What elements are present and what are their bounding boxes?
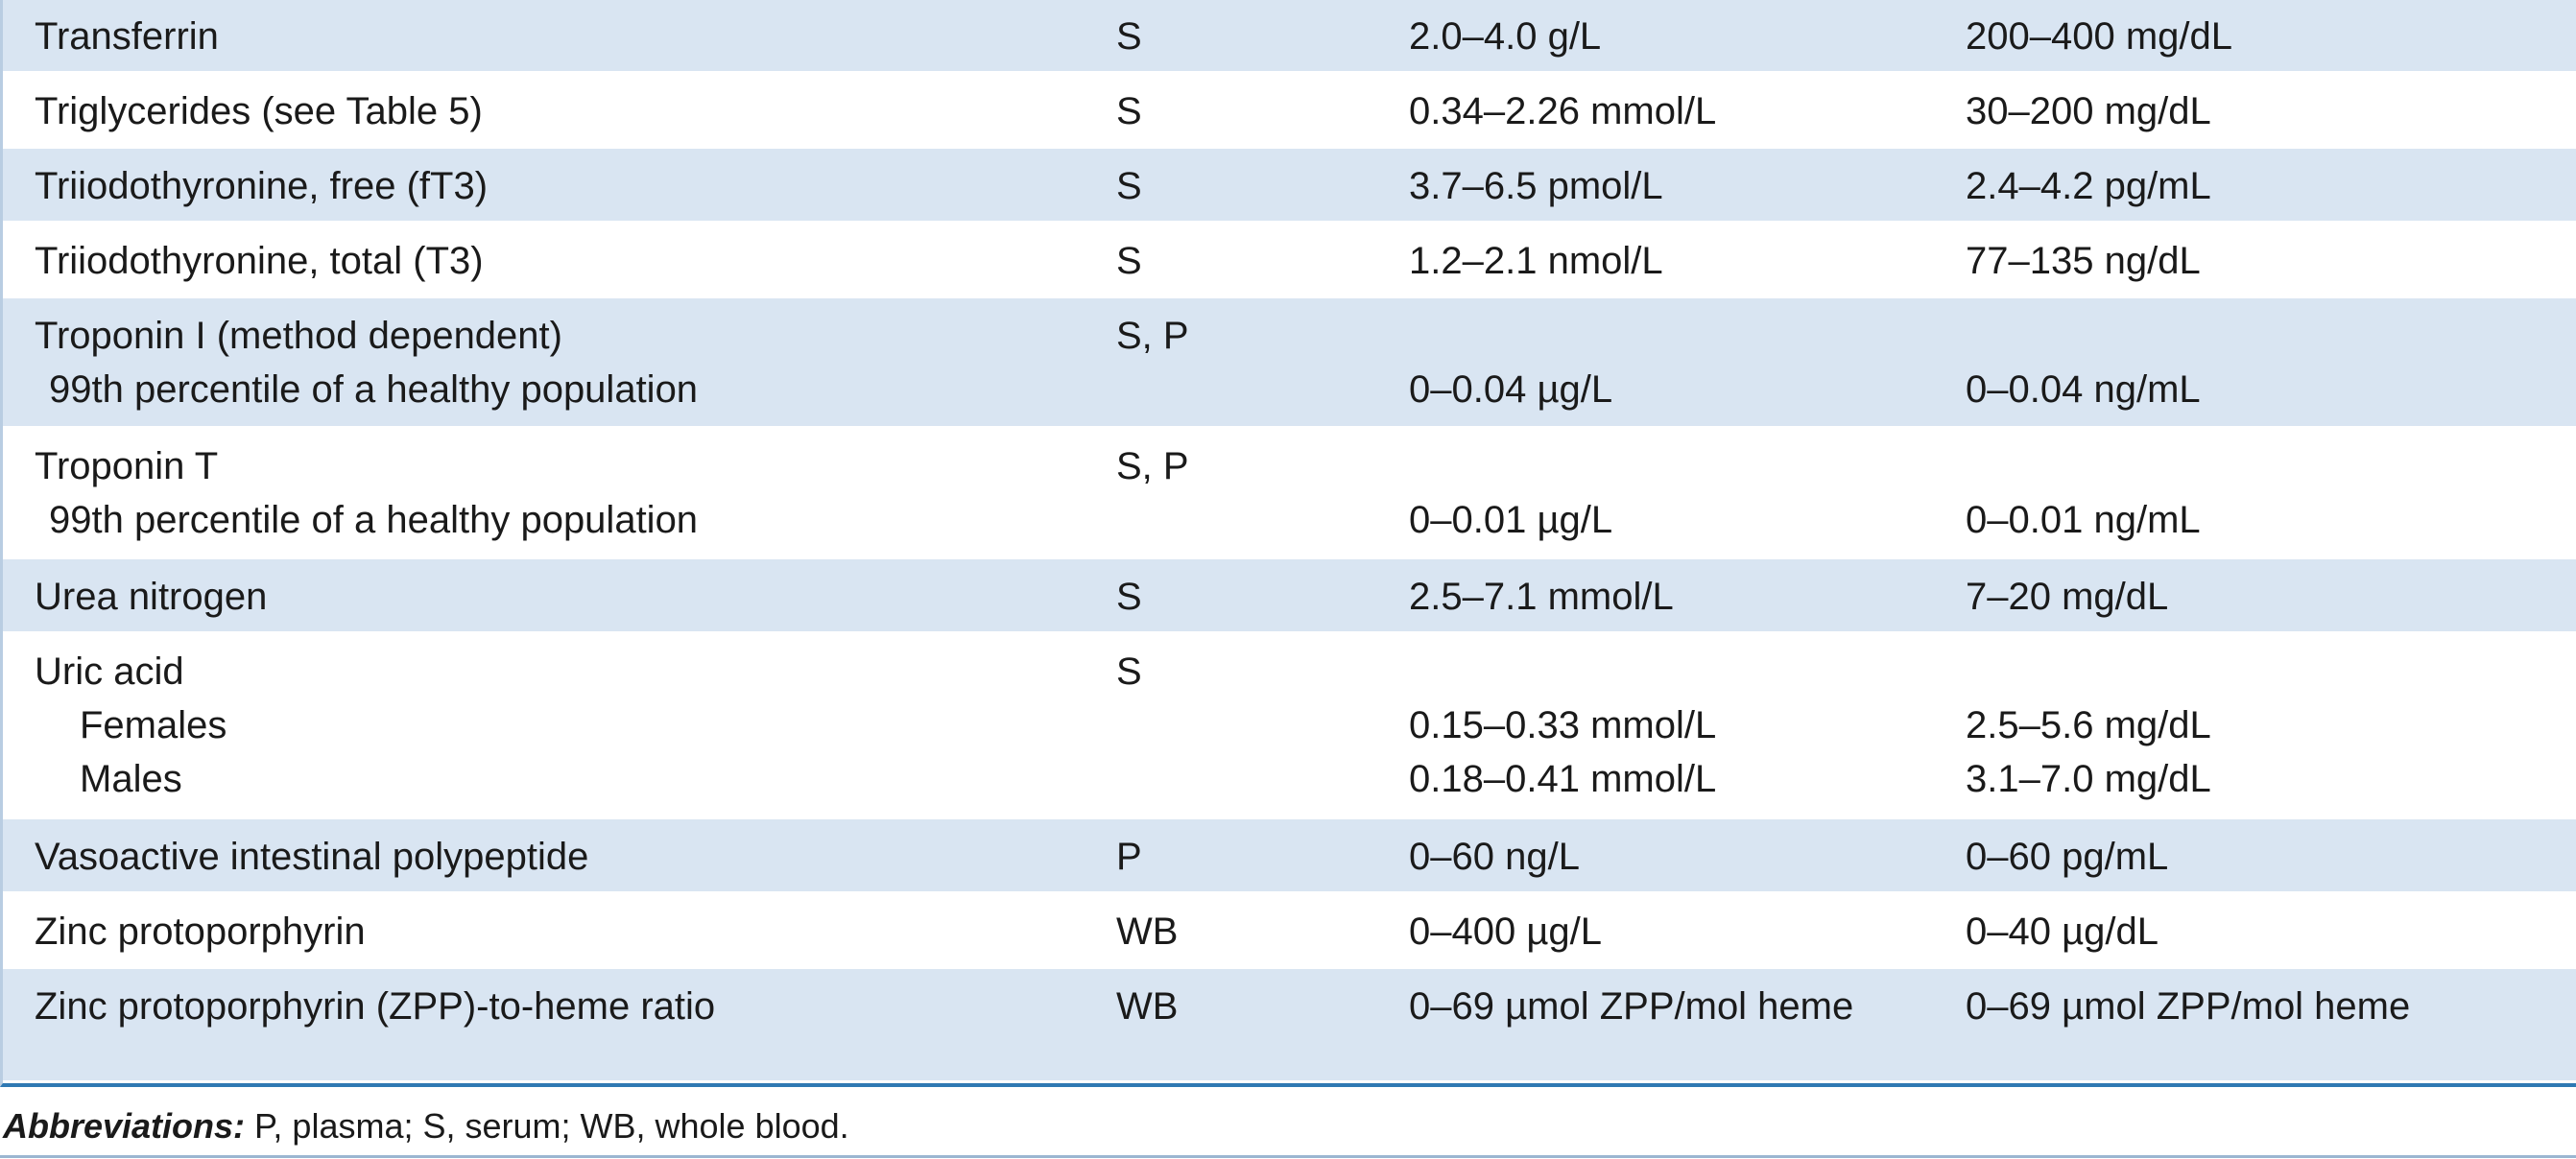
conventional-range: 0–60 pg/mL <box>1966 836 2169 878</box>
specimen: WB <box>1116 911 1179 953</box>
bottom-divider <box>0 1155 2576 1158</box>
si-range: 0.15–0.33 mmol/L <box>1409 704 1717 746</box>
si-range: 1.2–2.1 nmol/L <box>1409 240 1663 282</box>
conventional-range: 7–20 mg/dL <box>1966 576 2169 618</box>
specimen: S <box>1116 650 1142 693</box>
si-range: 0–0.01 µg/L <box>1409 499 1613 541</box>
conventional-range: 2.4–4.2 pg/mL <box>1966 165 2211 207</box>
table-row: Triglycerides (see Table 5) S 0.34–2.26 … <box>3 74 2576 149</box>
table-row: Triiodothyronine, free (fT3) S 3.7–6.5 p… <box>3 149 2576 224</box>
analyte-name: Triiodothyronine, free (fT3) <box>35 165 489 207</box>
conventional-range: 0–0.01 ng/mL <box>1966 499 2201 541</box>
specimen: S, P <box>1116 445 1189 487</box>
analyte-name: Triglycerides (see Table 5) <box>35 90 483 132</box>
si-range: 2.5–7.1 mmol/L <box>1409 576 1674 618</box>
subrow-label: 99th percentile of a healthy population <box>49 368 699 411</box>
analyte-name: Uric acid <box>35 650 184 693</box>
specimen: S <box>1116 165 1142 207</box>
specimen: S <box>1116 15 1142 58</box>
footnote-text: P, plasma; S, serum; WB, whole blood. <box>245 1106 849 1146</box>
si-range: 0–69 µmol ZPP/mol heme <box>1409 985 1854 1028</box>
conventional-range: 0–0.04 ng/mL <box>1966 368 2201 411</box>
specimen: S <box>1116 90 1142 132</box>
table-row: Zinc protoporphyrin WB 0–400 µg/L 0–40 µ… <box>3 894 2576 969</box>
subrow-label: Males <box>80 758 182 800</box>
si-range: 0.18–0.41 mmol/L <box>1409 758 1717 800</box>
analyte-name: Troponin I (method dependent) <box>35 315 562 357</box>
conventional-range: 0–40 µg/dL <box>1966 911 2159 953</box>
specimen: S <box>1116 240 1142 282</box>
analyte-name: Zinc protoporphyrin <box>35 911 366 953</box>
analyte-name: Vasoactive intestinal polypeptide <box>35 836 589 878</box>
si-range: 0–60 ng/L <box>1409 836 1580 878</box>
abbreviations-footnote: Abbreviations: P, plasma; S, serum; WB, … <box>3 1105 849 1147</box>
specimen: S <box>1116 576 1142 618</box>
table-row: Vasoactive intestinal polypeptide P 0–60… <box>3 819 2576 894</box>
conventional-range: 30–200 mg/dL <box>1966 90 2211 132</box>
table-row: Uric acid S Females 0.15–0.33 mmol/L 2.5… <box>3 634 2576 819</box>
analyte-name: Troponin T <box>35 445 219 487</box>
specimen: S, P <box>1116 315 1189 357</box>
si-range: 0.34–2.26 mmol/L <box>1409 90 1717 132</box>
table-row: Triiodothyronine, total (T3) S 1.2–2.1 n… <box>3 224 2576 298</box>
analyte-name: Transferrin <box>35 15 219 58</box>
subrow-label: 99th percentile of a healthy population <box>49 499 699 541</box>
table-row: Troponin I (method dependent) S, P 99th … <box>3 298 2576 429</box>
specimen: WB <box>1116 985 1179 1028</box>
reference-values-table: Transferrin S 2.0–4.0 g/L 200–400 mg/dL … <box>0 0 2576 1087</box>
conventional-range: 200–400 mg/dL <box>1966 15 2233 58</box>
si-range: 3.7–6.5 pmol/L <box>1409 165 1663 207</box>
conventional-range: 77–135 ng/dL <box>1966 240 2201 282</box>
specimen: P <box>1116 836 1142 878</box>
analyte-name: Triiodothyronine, total (T3) <box>35 240 484 282</box>
table-row: Troponin T S, P 99th percentile of a hea… <box>3 429 2576 559</box>
table-row: Transferrin S 2.0–4.0 g/L 200–400 mg/dL <box>3 0 2576 74</box>
table-row: Urea nitrogen S 2.5–7.1 mmol/L 7–20 mg/d… <box>3 559 2576 634</box>
analyte-name: Urea nitrogen <box>35 576 268 618</box>
si-range: 0–0.04 µg/L <box>1409 368 1613 411</box>
analyte-name: Zinc protoporphyrin (ZPP)-to-heme ratio <box>35 985 716 1028</box>
conventional-range: 0–69 µmol ZPP/mol heme <box>1966 985 2411 1028</box>
si-range: 0–400 µg/L <box>1409 911 1602 953</box>
subrow-label: Females <box>80 704 227 746</box>
conventional-range: 2.5–5.6 mg/dL <box>1966 704 2211 746</box>
si-range: 2.0–4.0 g/L <box>1409 15 1602 58</box>
footnote-label: Abbreviations: <box>3 1106 246 1146</box>
conventional-range: 3.1–7.0 mg/dL <box>1966 758 2211 800</box>
table-row: Zinc protoporphyrin (ZPP)-to-heme ratio … <box>3 969 2576 1080</box>
